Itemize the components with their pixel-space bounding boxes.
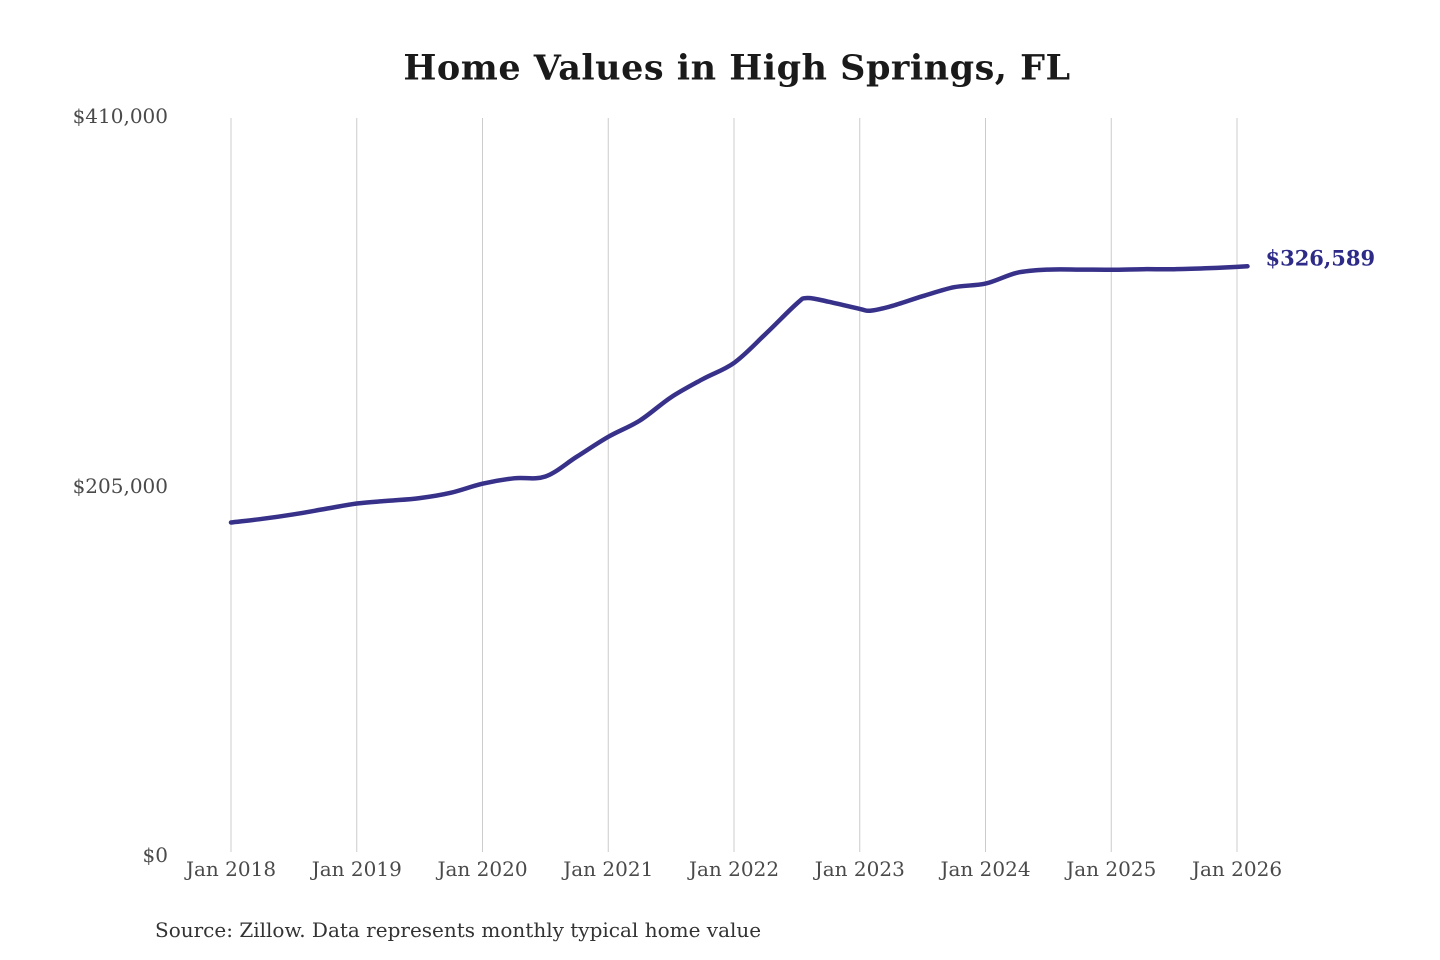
x-axis-label: Jan 2022	[688, 857, 780, 881]
y-axis-label: $205,000	[72, 473, 168, 498]
chart-title: Home Values in High Springs, FL	[403, 47, 1071, 89]
x-axis-label: Jan 2024	[940, 857, 1031, 881]
x-axis-label: Jan 2019	[311, 857, 402, 881]
x-axis-label: Jan 2023	[814, 857, 905, 881]
x-axis-label: Jan 2026	[1191, 857, 1283, 881]
y-axis-label: $410,000	[72, 104, 168, 128]
y-axis-label: $0	[142, 843, 168, 867]
x-axis-label: Jan 2025	[1066, 857, 1157, 881]
latest-value-label: $326,589	[1265, 245, 1376, 271]
x-axis-label: Jan 2021	[563, 857, 654, 881]
x-axis-label: Jan 2018	[185, 857, 277, 881]
source-note: Source: Zillow. Data represents monthly …	[155, 918, 762, 942]
value-line	[228, 264, 1250, 525]
x-axis-label: Jan 2020	[437, 857, 528, 881]
